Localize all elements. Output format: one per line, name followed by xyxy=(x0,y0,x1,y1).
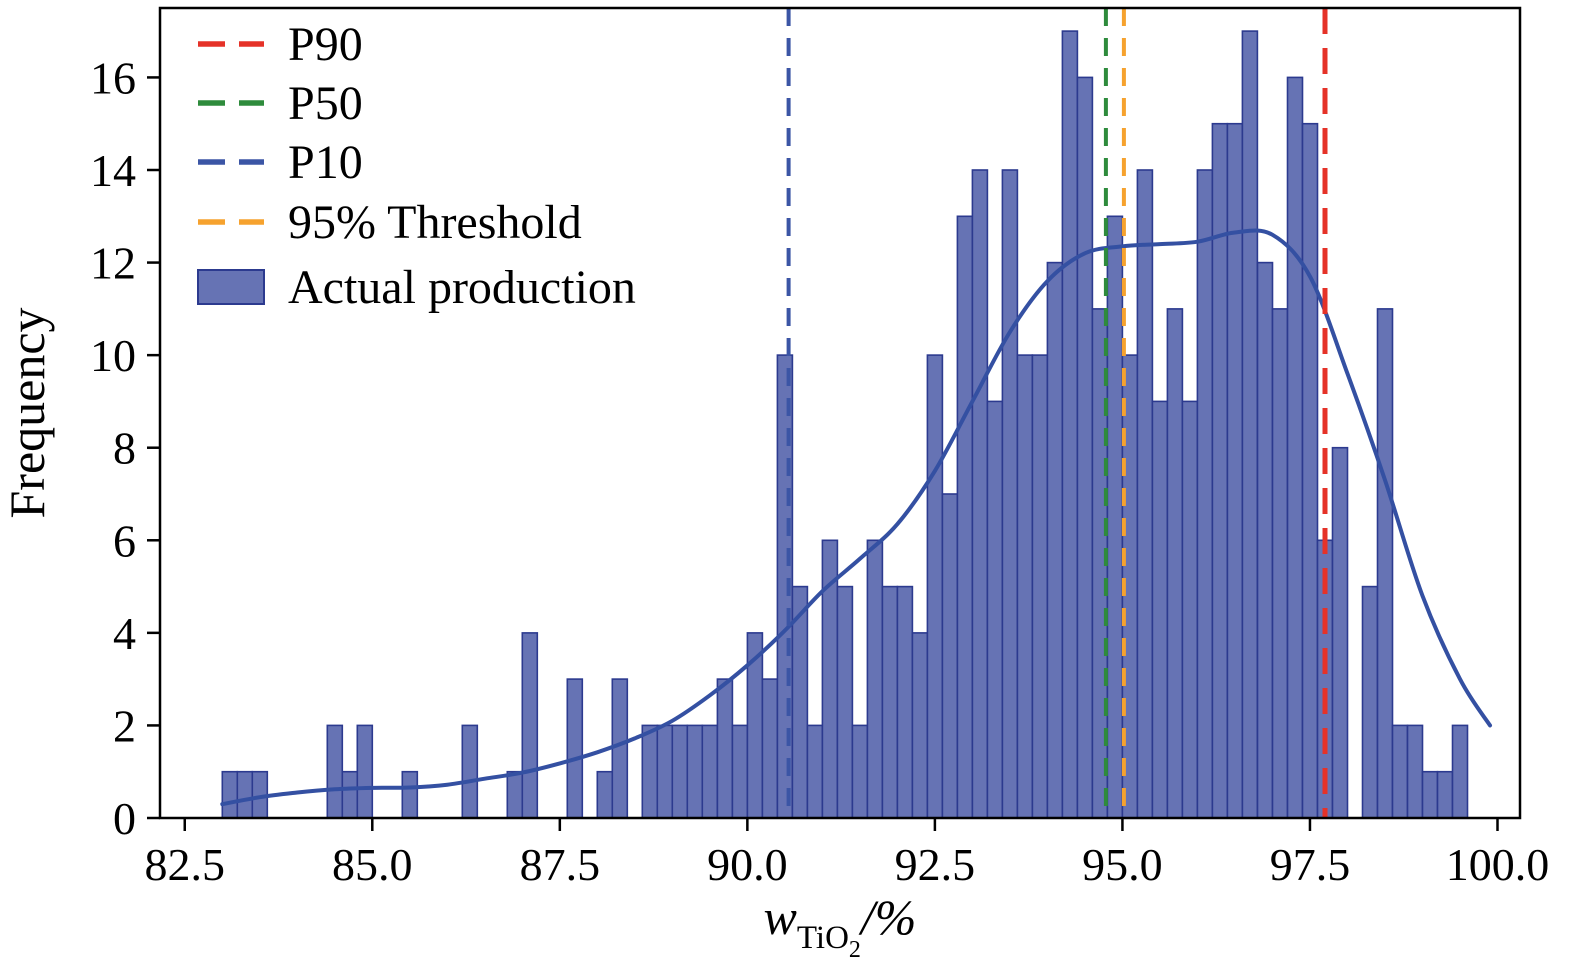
histogram-bar xyxy=(596,770,614,819)
histogram-bar xyxy=(521,632,539,819)
legend-entry-p50: P50 xyxy=(198,77,363,130)
histogram-bar xyxy=(656,724,674,819)
x-tick-label: 85.0 xyxy=(332,839,413,890)
histogram-bar xyxy=(941,493,959,819)
histogram-bar xyxy=(1256,261,1274,819)
histogram-bar xyxy=(1031,354,1049,819)
legend-entry-95-threshold: 95% Threshold xyxy=(198,196,582,249)
histogram-bar xyxy=(1001,169,1019,819)
histogram-bar xyxy=(1361,585,1379,819)
histogram-bar xyxy=(1106,215,1124,819)
histogram-bar xyxy=(851,724,869,819)
y-tick-label: 2 xyxy=(113,700,136,751)
x-tick-label: 100.0 xyxy=(1446,839,1550,890)
histogram-bar xyxy=(686,724,704,819)
histogram-bar xyxy=(1226,122,1244,819)
histogram-bar xyxy=(1061,30,1079,819)
histogram-bar xyxy=(1166,308,1184,819)
histogram-bar xyxy=(1016,354,1034,819)
histogram-bar xyxy=(911,632,929,819)
histogram-bar xyxy=(926,354,944,819)
histogram-bar xyxy=(341,770,359,819)
histogram-bar xyxy=(401,770,419,819)
x-tick-label: 82.5 xyxy=(145,839,226,890)
y-tick-label: 16 xyxy=(90,52,136,103)
histogram-bar xyxy=(881,585,899,819)
kde-curve xyxy=(220,228,1492,807)
histogram-bar xyxy=(716,678,734,819)
histogram-bar xyxy=(326,724,344,819)
y-tick-label: 8 xyxy=(113,423,136,474)
histogram-bar xyxy=(566,678,584,819)
histogram-bar xyxy=(1406,724,1424,819)
histogram-bar xyxy=(1271,308,1289,819)
y-tick-label: 10 xyxy=(90,330,136,381)
histogram-bar xyxy=(1241,30,1259,819)
histogram-bar xyxy=(236,770,254,819)
histogram-bar xyxy=(356,724,374,819)
y-axis-label: Frequency xyxy=(0,307,55,518)
histogram-bar xyxy=(1151,400,1169,819)
histogram-bar xyxy=(836,585,854,819)
histogram-bar xyxy=(1451,724,1469,819)
y-tick-label: 6 xyxy=(113,515,136,566)
legend-entry-actual-production: Actual production xyxy=(197,261,636,314)
x-tick-label: 97.5 xyxy=(1270,839,1351,890)
legend-label: P10 xyxy=(288,136,363,189)
histogram-bars xyxy=(221,30,1469,819)
histogram-bar xyxy=(1076,76,1094,819)
y-tick-label: 4 xyxy=(113,608,136,659)
histogram-bar xyxy=(1391,724,1409,819)
y-tick-label: 14 xyxy=(90,145,136,196)
x-axis-label: wTiO2/% xyxy=(764,889,917,963)
histogram-bar xyxy=(1436,770,1454,819)
histogram-bar xyxy=(611,678,629,819)
x-tick-label: 92.5 xyxy=(895,839,976,890)
histogram-bar xyxy=(221,770,239,819)
legend: P90 P50 P10 95% Threshold Actual production xyxy=(197,18,636,314)
histogram-bar xyxy=(1181,400,1199,819)
histogram-bar xyxy=(761,678,779,819)
legend-entry-p10: P10 xyxy=(198,136,363,189)
histogram-bar xyxy=(1046,261,1064,819)
histogram-bar xyxy=(896,585,914,819)
x-tick-label: 87.5 xyxy=(520,839,601,890)
histogram-bar xyxy=(671,724,689,819)
histogram-bar xyxy=(506,770,524,819)
histogram-bar xyxy=(956,215,974,819)
histogram-bar xyxy=(1376,308,1394,819)
histogram-bar xyxy=(701,724,719,819)
histogram-bar xyxy=(1211,122,1229,819)
histogram-bar xyxy=(1301,122,1319,819)
histogram-bar xyxy=(1421,770,1439,819)
x-axis: 82.5 85.0 87.5 90.0 92.5 95.0 97.5 100.0 xyxy=(145,818,1550,890)
histogram-bar xyxy=(866,539,884,819)
legend-label: 95% Threshold xyxy=(288,196,582,249)
histogram-bar xyxy=(1136,169,1154,819)
x-tick-label: 90.0 xyxy=(707,839,788,890)
histogram-bar xyxy=(1196,169,1214,819)
y-tick-label: 12 xyxy=(90,238,136,289)
plot-frame xyxy=(158,6,1522,820)
legend-entry-p90: P90 xyxy=(198,18,363,71)
legend-label: P50 xyxy=(288,77,363,130)
y-tick-label: 0 xyxy=(113,793,136,844)
histogram-bar xyxy=(806,724,824,819)
histogram-bar xyxy=(1331,446,1349,819)
histogram-bar xyxy=(641,724,659,819)
legend-label: Actual production xyxy=(288,261,636,314)
histogram-bar xyxy=(461,724,479,819)
x-tick-label: 95.0 xyxy=(1082,839,1163,890)
y-axis: 0 2 4 6 8 10 12 14 16 xyxy=(90,52,160,844)
legend-patch-actual-production xyxy=(197,269,265,305)
legend-label: P90 xyxy=(288,18,363,71)
histogram-bar xyxy=(971,169,989,819)
histogram-bar xyxy=(1286,76,1304,819)
histogram-bar xyxy=(731,724,749,819)
histogram-bar xyxy=(986,400,1004,819)
